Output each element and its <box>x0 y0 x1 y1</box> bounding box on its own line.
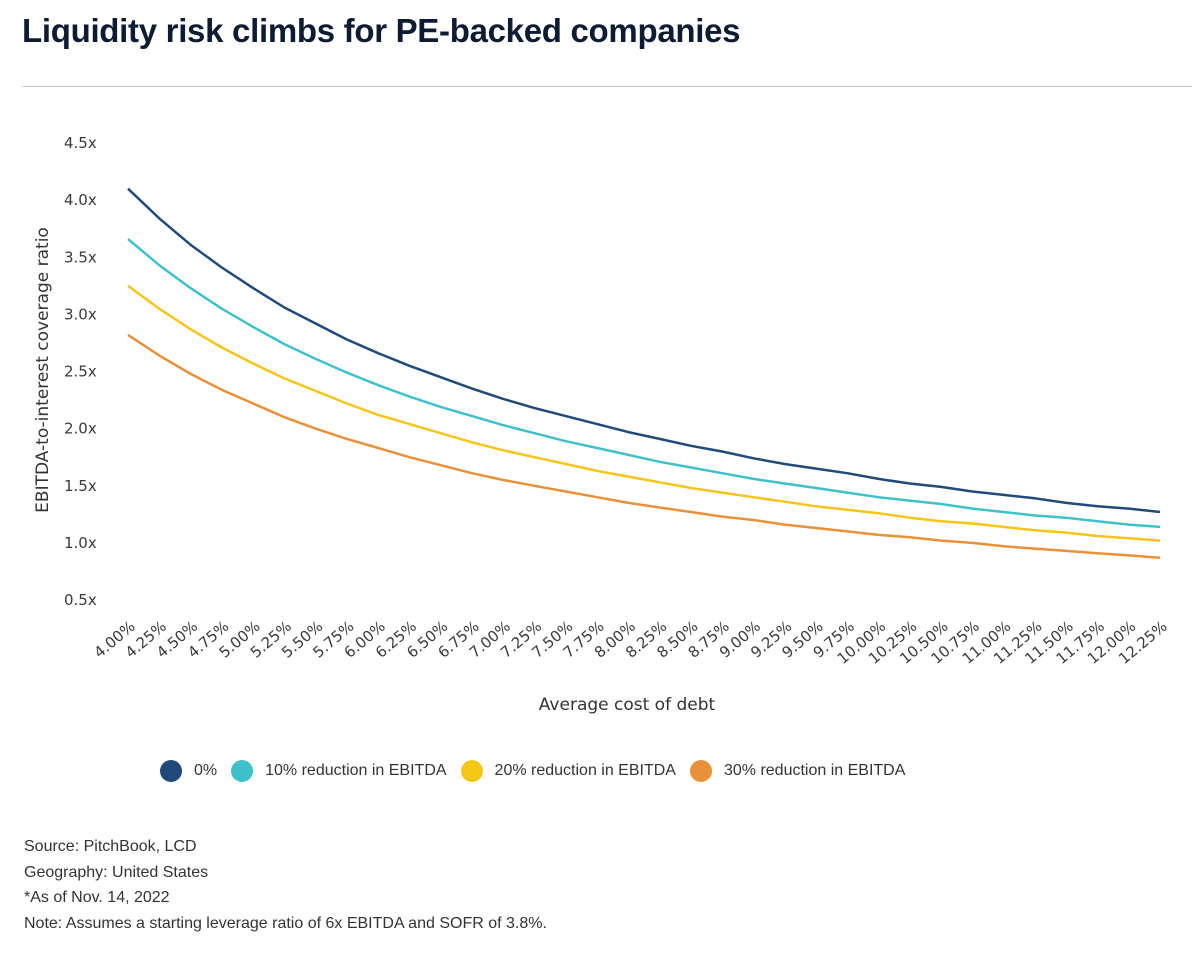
series-line-10pct <box>127 238 1161 529</box>
y-tick-label: 2.5x <box>64 363 97 381</box>
legend-item-10pct[interactable]: 10% reduction in EBITDA <box>231 760 447 782</box>
legend-label: 10% reduction in EBITDA <box>265 762 447 779</box>
title-divider <box>22 86 1192 87</box>
legend-label: 0% <box>194 762 218 779</box>
legend-label: 20% reduction in EBITDA <box>494 762 676 779</box>
y-tick-label: 4.0x <box>64 191 97 209</box>
x-axis-ticks: 4.00%4.25%4.50%4.75%5.00%5.25%5.50%5.75%… <box>90 617 1170 668</box>
y-axis-title: EBITDA-to-interest coverage ratio <box>33 227 53 513</box>
legend-swatch-icon <box>689 760 712 782</box>
legend-label: 30% reduction in EBITDA <box>723 762 906 779</box>
chart-notes: Source: PitchBook, LCD Geography: United… <box>24 834 547 936</box>
legend-swatch-icon <box>460 760 483 782</box>
legend-swatch-icon <box>160 760 182 782</box>
y-tick-label: 0.5x <box>64 591 97 609</box>
line-chart: 4.5x 4.0x 3.5x 3.0x 2.5x 2.0x 1.5x 1.0x 0.5x 4.0… <box>33 134 1171 715</box>
x-axis-title: Average cost of debt <box>539 695 716 715</box>
source-note: Source: PitchBook, LCD <box>24 838 197 855</box>
y-tick-label: 3.0x <box>64 305 97 323</box>
y-tick-label: 3.5x <box>64 248 97 266</box>
y-tick-label: 1.5x <box>64 477 97 495</box>
y-tick-label: 2.0x <box>64 420 97 438</box>
as-of-note: *As of Nov. 14, 2022 <box>24 889 170 906</box>
chart-title: Liquidity risk climbs for PE-backed comp… <box>22 12 741 49</box>
legend-item-20pct[interactable]: 20% reduction in EBITDA <box>460 760 676 782</box>
legend-item-30pct[interactable]: 30% reduction in EBITDA <box>689 760 906 782</box>
y-tick-label: 1.0x <box>64 534 97 552</box>
series-lines <box>127 187 1161 559</box>
assumption-note: Note: Assumes a starting leverage ratio … <box>24 914 547 932</box>
series-line-20pct <box>127 284 1161 542</box>
legend: 0% 10% reduction in EBITDA 20% reduction… <box>160 760 919 782</box>
series-line-30pct <box>127 333 1161 559</box>
y-tick-label: 4.5x <box>64 134 97 152</box>
legend-swatch-icon <box>231 760 254 782</box>
y-axis-ticks: 4.5x 4.0x 3.5x 3.0x 2.5x 2.0x 1.5x 1.0x 0.5x <box>64 134 97 609</box>
geography-note: Geography: United States <box>24 863 209 881</box>
series-line-0pct <box>127 187 1161 514</box>
legend-item-0pct[interactable]: 0% <box>160 760 217 782</box>
